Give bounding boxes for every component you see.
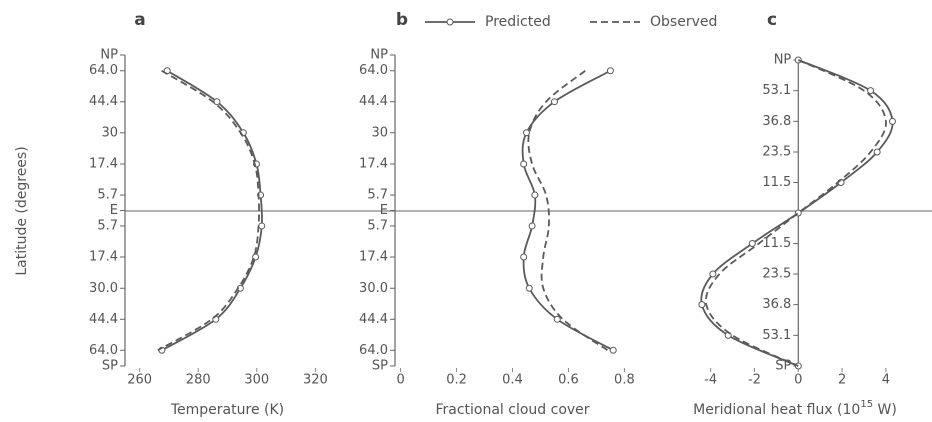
y-tick-label: 23.5	[762, 267, 791, 282]
y-tick-label: E	[110, 203, 118, 218]
y-tick-label: 5.7	[97, 188, 118, 203]
marker	[553, 315, 561, 323]
x-axis-title-suffix: W)	[873, 402, 897, 418]
y-tick-label: 30	[101, 125, 118, 140]
y-tick-label: 11.5	[762, 236, 791, 251]
y-tick-label: 64.0	[359, 343, 388, 358]
x-tick-label: 0.8	[614, 373, 635, 388]
marker	[528, 222, 536, 230]
x-tick-label: 280	[186, 373, 211, 388]
y-tick-label: 17.4	[359, 156, 388, 171]
y-tick-label: 53.1	[762, 328, 791, 343]
series-line	[161, 69, 263, 352]
y-tick-label: 44.4	[89, 94, 118, 109]
legend-marker	[446, 18, 454, 26]
series-line	[704, 59, 887, 367]
marker	[609, 346, 617, 354]
x-tick-label: 300	[244, 373, 269, 388]
x-axis-title: Meridional heat flux (1015 W)	[693, 399, 897, 418]
marker	[748, 240, 756, 248]
y-tick-label: SP	[372, 359, 388, 374]
marker	[698, 301, 706, 309]
y-tick-label: 53.1	[762, 83, 791, 98]
y-tick-label: 17.4	[359, 250, 388, 265]
x-axis-title: Fractional cloud cover	[435, 402, 589, 418]
panel-label: b	[396, 10, 408, 30]
x-tick-label: 320	[303, 373, 328, 388]
x-tick-label: 0.2	[446, 373, 467, 388]
marker	[888, 117, 896, 125]
legend-label: Observed	[650, 14, 717, 30]
x-tick-label: -4	[704, 373, 717, 388]
y-tick-label: 44.4	[359, 94, 388, 109]
x-tick-label: 0	[794, 373, 802, 388]
x-tick-label: 4	[882, 373, 890, 388]
marker	[520, 160, 528, 168]
y-tick-label: 36.8	[762, 297, 791, 312]
y-tick-label: 30	[371, 125, 388, 140]
y-tick-label: E	[380, 203, 388, 218]
marker	[522, 129, 530, 137]
y-tick-label: SP	[102, 359, 118, 374]
marker	[606, 67, 614, 75]
y-axis-title: Latitude (degrees)	[14, 146, 30, 275]
x-tick-label: 0	[396, 373, 404, 388]
marker	[867, 87, 875, 95]
marker	[873, 148, 881, 156]
series-line	[527, 70, 609, 352]
y-tick-label: 30.0	[89, 281, 118, 296]
y-tick-label: NP	[774, 53, 792, 68]
panel-label: c	[767, 10, 777, 30]
y-tick-label: 17.4	[89, 156, 118, 171]
series-line	[157, 69, 260, 352]
y-tick-label: 17.4	[89, 250, 118, 265]
x-tick-label: 0.6	[558, 373, 579, 388]
y-tick-label: 44.4	[359, 312, 388, 327]
y-tick-label: 11.5	[762, 175, 791, 190]
y-tick-label: 44.4	[89, 312, 118, 327]
x-axis-title-main: Meridional heat flux (10	[693, 402, 860, 418]
y-tick-label: NP	[370, 48, 388, 63]
y-tick-label: NP	[100, 48, 118, 63]
y-tick-label: 5.7	[97, 218, 118, 233]
x-tick-label: -2	[748, 373, 761, 388]
y-tick-label: 30.0	[359, 281, 388, 296]
marker	[520, 253, 528, 261]
legend-label: Predicted	[485, 14, 551, 30]
x-axis-title-exponent: 15	[860, 399, 873, 410]
y-tick-label: 23.5	[762, 144, 791, 159]
x-tick-label: 260	[127, 373, 152, 388]
marker	[709, 270, 717, 278]
marker	[525, 284, 533, 292]
y-tick-label: 64.0	[359, 63, 388, 78]
marker	[531, 191, 539, 199]
y-tick-label: 64.0	[89, 63, 118, 78]
x-axis-title: Temperature (K)	[170, 402, 284, 418]
y-tick-label: 64.0	[89, 343, 118, 358]
marker	[213, 98, 221, 106]
panel-label: a	[134, 10, 145, 30]
y-tick-label: 5.7	[367, 218, 388, 233]
x-tick-label: 0.4	[502, 373, 523, 388]
y-tick-label: 5.7	[367, 188, 388, 203]
x-tick-label: 2	[838, 373, 846, 388]
series-line	[521, 69, 614, 352]
y-tick-label: 36.8	[762, 114, 791, 129]
marker	[550, 98, 558, 106]
marker	[258, 222, 266, 230]
